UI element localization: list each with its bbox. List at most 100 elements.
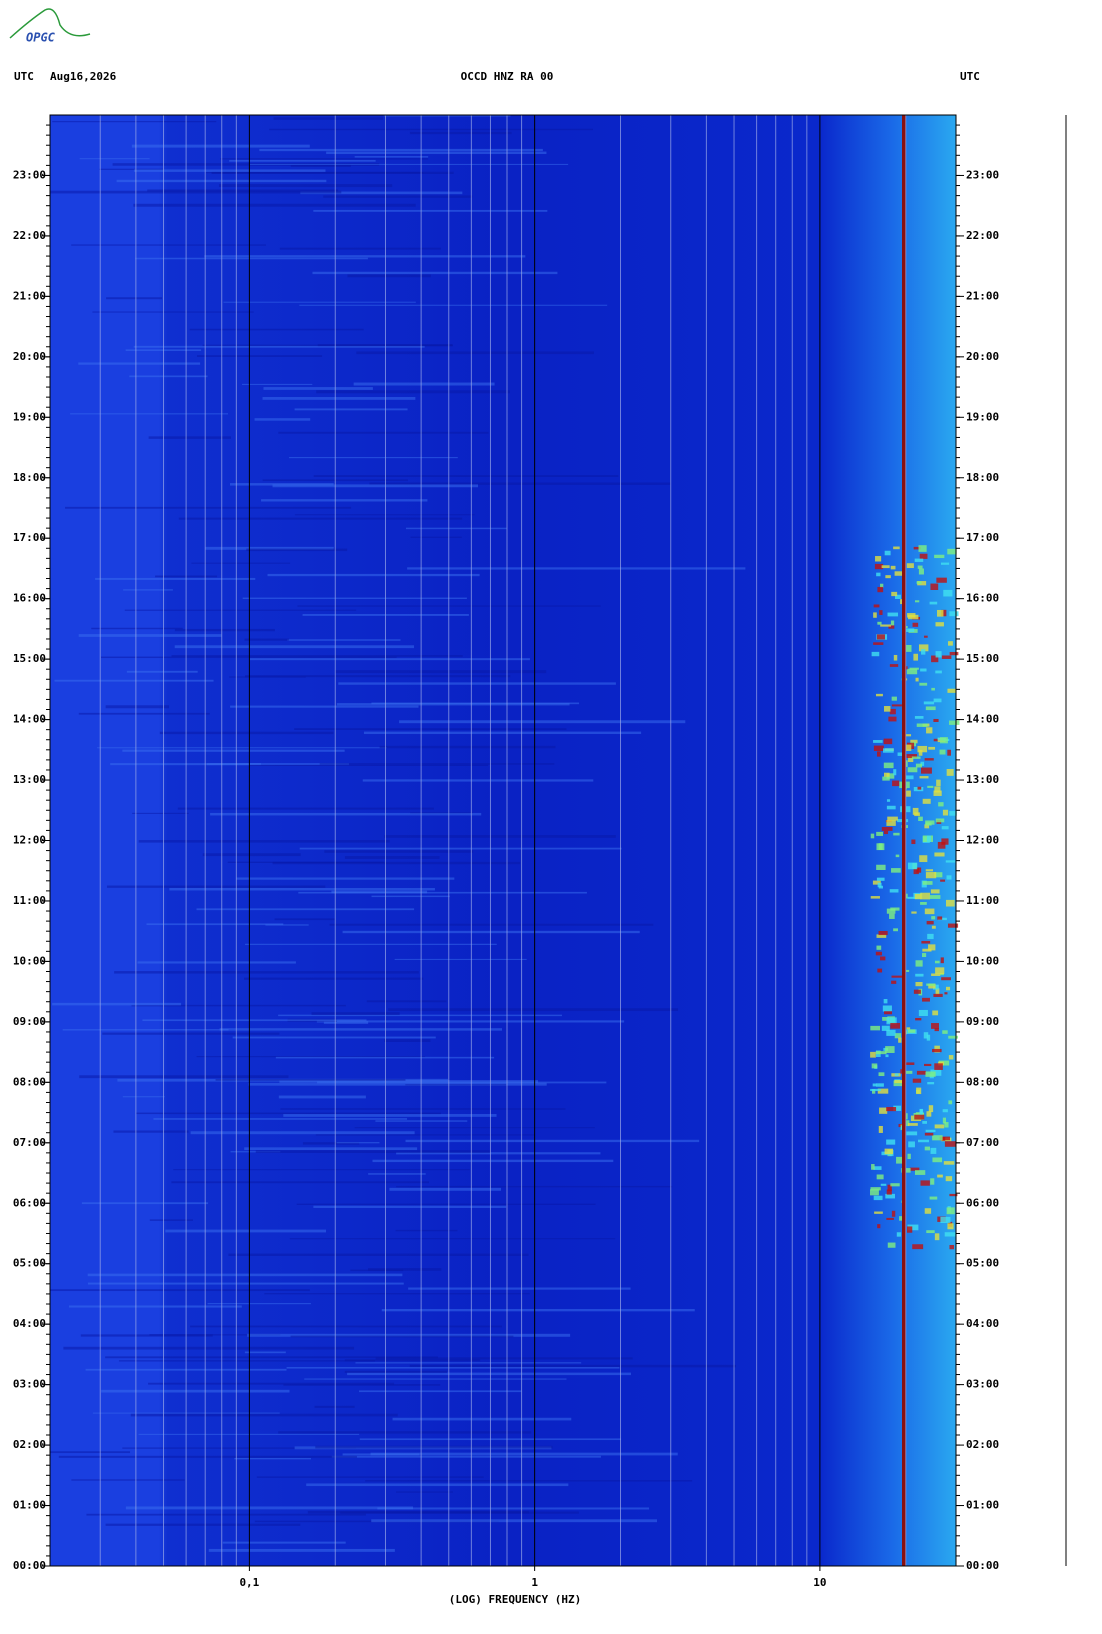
y-tick-label-left: 14:00 (13, 713, 46, 726)
texture-stripe (125, 1506, 414, 1510)
texture-stripe (256, 1476, 484, 1478)
y-tick-label-right: 22:00 (966, 229, 999, 242)
texture-blob (883, 830, 889, 835)
texture-blob (917, 786, 922, 790)
texture-blob (870, 1051, 876, 1058)
texture-blob (878, 930, 888, 936)
texture-blob (871, 1089, 876, 1094)
texture-blob (915, 1017, 922, 1021)
y-tick-label-right: 07:00 (966, 1136, 999, 1149)
texture-stripe (232, 1036, 436, 1039)
texture-blob (877, 586, 884, 593)
texture-stripe (54, 679, 214, 682)
texture-stripe (249, 163, 569, 165)
texture-blob (935, 670, 942, 674)
texture-blob (934, 1124, 945, 1129)
texture-blob (920, 1180, 930, 1186)
texture-stripe (174, 645, 415, 649)
y-tick-label-right: 09:00 (966, 1015, 999, 1028)
texture-stripe (302, 1142, 360, 1145)
texture-blob (876, 1174, 884, 1180)
texture-stripe (344, 856, 440, 859)
texture-stripe (118, 1360, 375, 1362)
texture-stripe (207, 1303, 311, 1305)
y-tick-label-left: 10:00 (13, 954, 46, 967)
texture-blob (931, 916, 936, 920)
texture-blob (883, 738, 893, 745)
texture-stripe (324, 850, 474, 853)
texture-stripe (210, 812, 482, 816)
texture-blob (876, 945, 882, 950)
y-tick-label-left: 02:00 (13, 1438, 46, 1451)
texture-stripe (230, 1151, 281, 1153)
texture-blob (876, 1083, 884, 1087)
texture-stripe (315, 1445, 553, 1449)
texture-blob (886, 908, 896, 914)
texture-blob (942, 1117, 947, 1124)
texture-blob (879, 1107, 888, 1114)
texture-stripe (133, 203, 416, 207)
texture-stripe (189, 328, 364, 331)
texture-stripe (338, 682, 616, 685)
texture-stripe (80, 1334, 213, 1337)
texture-blob (925, 822, 932, 826)
texture-stripe (336, 703, 570, 706)
texture-blob (886, 820, 896, 826)
texture-blob (924, 1132, 934, 1136)
texture-blob (913, 989, 921, 994)
texture-stripe (58, 1455, 357, 1458)
texture-stripe (78, 634, 222, 637)
y-tick-label-right: 08:00 (966, 1075, 999, 1088)
texture-stripe (218, 184, 393, 188)
texture-blob (931, 973, 941, 976)
texture-blob (873, 612, 877, 618)
texture-stripe (146, 923, 284, 926)
texture-blob (934, 852, 945, 857)
texture-stripe (244, 977, 424, 980)
texture-stripe (229, 159, 376, 162)
y-tick-label-left: 13:00 (13, 773, 46, 786)
y-tick-label-right: 13:00 (966, 773, 999, 786)
texture-blob (888, 625, 895, 629)
texture-blob (889, 913, 895, 919)
texture-blob (887, 1184, 892, 1192)
texture-blob (885, 1054, 889, 1058)
texture-stripe (359, 1390, 522, 1393)
texture-stripe (130, 1413, 398, 1417)
texture-stripe (407, 567, 746, 570)
texture-blob (937, 1174, 943, 1178)
texture-blob (945, 899, 955, 907)
texture-blob (891, 975, 903, 978)
texture-blob (879, 610, 883, 615)
texture-stripe (227, 861, 384, 863)
texture-blob (886, 1107, 897, 1112)
texture-stripe (78, 712, 210, 715)
texture-blob (876, 877, 885, 881)
y-tick-label-left: 05:00 (13, 1257, 46, 1270)
texture-stripe (287, 639, 401, 641)
texture-blob (924, 635, 928, 638)
texture-stripe (248, 1082, 547, 1086)
texture-stripe (368, 1268, 442, 1271)
texture-stripe (353, 382, 495, 386)
texture-stripe (286, 1366, 620, 1369)
texture-stripe (196, 1056, 426, 1058)
texture-blob (915, 677, 919, 682)
texture-blob (935, 818, 945, 823)
texture-blob (873, 745, 884, 752)
texture-blob (913, 867, 919, 875)
texture-blob (874, 563, 884, 570)
texture-blob (920, 902, 927, 905)
texture-blob (917, 745, 928, 753)
y-tick-label-right: 21:00 (966, 289, 999, 302)
texture-blob (901, 734, 912, 737)
y-tick-label-left: 22:00 (13, 229, 46, 242)
texture-blob (876, 572, 881, 577)
logo-text: OPGC (26, 31, 56, 45)
texture-stripe (124, 609, 357, 611)
y-tick-label-right: 05:00 (966, 1257, 999, 1270)
texture-blob (883, 998, 888, 1004)
texture-blob (884, 1011, 893, 1015)
texture-blob (870, 1187, 881, 1191)
